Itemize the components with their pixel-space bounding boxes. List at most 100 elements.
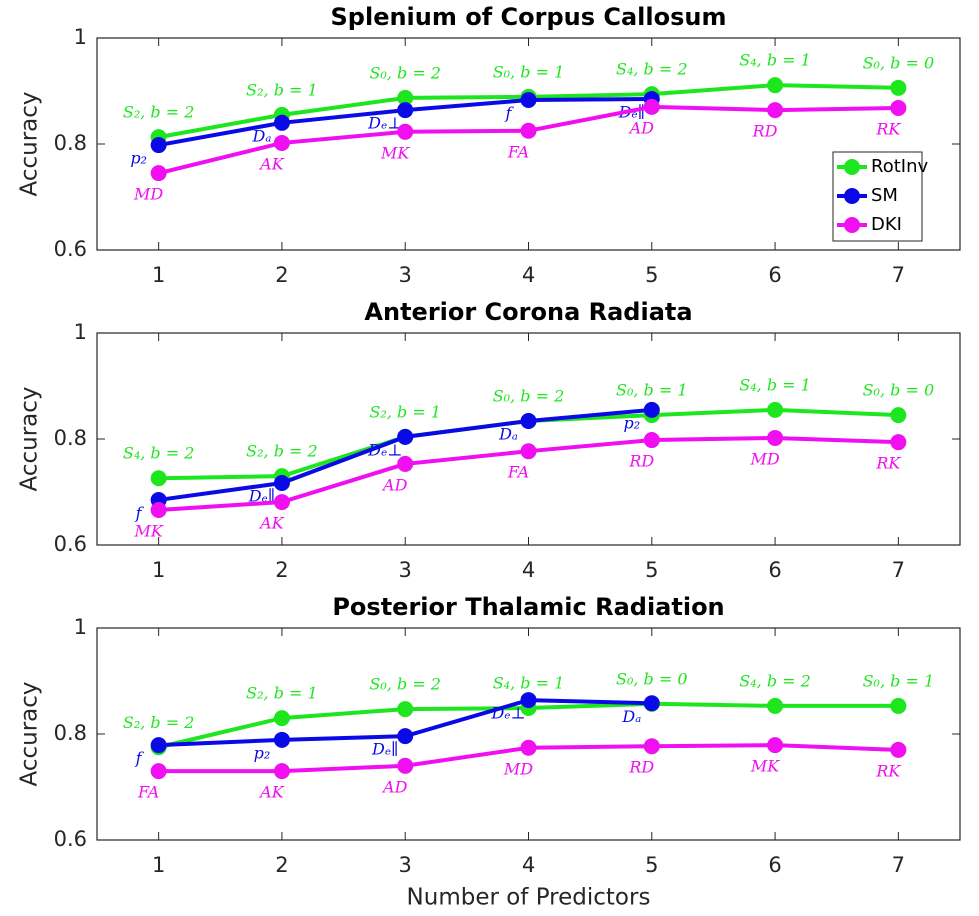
- data-point: [767, 102, 784, 119]
- point-label: S₂, b = 2: [123, 103, 195, 122]
- point-label: f: [505, 104, 515, 123]
- point-label: AD: [628, 118, 655, 137]
- axes-box: [96, 627, 961, 841]
- y-tick-label: 0.8: [54, 131, 87, 155]
- data-point: [273, 731, 290, 748]
- point-label: MK: [750, 757, 780, 776]
- legend-marker: [844, 217, 860, 233]
- point-label: FA: [507, 142, 529, 161]
- point-label: p₂: [623, 413, 640, 432]
- y-tick-label: 1: [74, 320, 87, 344]
- y-tick-label: 1: [74, 615, 87, 639]
- point-label: S₀, b = 0: [863, 53, 935, 72]
- data-point: [397, 123, 414, 140]
- data-point: [273, 710, 290, 727]
- point-label: Dₐ: [252, 126, 272, 145]
- point-label: RK: [875, 454, 901, 473]
- data-point: [890, 741, 907, 758]
- x-tick-label: 2: [275, 853, 288, 877]
- x-tick-label: 6: [768, 263, 781, 287]
- x-tick-label: 7: [892, 853, 905, 877]
- point-label: p₂: [254, 743, 271, 762]
- data-point: [890, 79, 907, 96]
- data-point: [520, 692, 537, 709]
- y-tick-label: 0.8: [54, 721, 87, 745]
- x-tick-label: 1: [152, 558, 165, 582]
- x-tick-label: 1: [152, 263, 165, 287]
- data-point: [273, 494, 290, 511]
- y-axis-label: Accuracy: [17, 91, 43, 196]
- point-label: S₄, b = 2: [739, 671, 811, 690]
- point-label: S₀, b = 2: [493, 386, 565, 405]
- data-point: [520, 92, 537, 109]
- data-point: [643, 695, 660, 712]
- point-label: RK: [875, 761, 901, 780]
- data-point: [890, 407, 907, 424]
- x-tick-label: 5: [645, 853, 658, 877]
- point-label: MD: [133, 185, 163, 204]
- x-tick-label: 4: [522, 558, 535, 582]
- point-label: S₄, b = 1: [493, 674, 565, 693]
- point-label: Dₐ: [498, 424, 518, 443]
- data-point: [767, 429, 784, 446]
- data-point: [397, 428, 414, 445]
- y-tick-label: 0.8: [54, 426, 87, 450]
- y-tick-label: 0.6: [54, 532, 87, 556]
- chart-title: Posterior Thalamic Radiation: [332, 593, 724, 621]
- x-tick-label: 2: [275, 263, 288, 287]
- axes-box: [96, 37, 961, 251]
- data-point: [273, 763, 290, 780]
- point-label: AK: [258, 154, 285, 173]
- x-axis-label: Number of Predictors: [407, 885, 651, 911]
- point-label: Dₑ⊥: [367, 440, 402, 459]
- point-label: f: [135, 503, 145, 522]
- data-point: [273, 134, 290, 151]
- data-point: [150, 737, 167, 754]
- x-tick-label: 4: [522, 853, 535, 877]
- data-point: [890, 434, 907, 451]
- legend-label: SM: [871, 185, 898, 206]
- data-point: [520, 122, 537, 139]
- x-tick-label: 5: [645, 558, 658, 582]
- point-label: Dₐ: [621, 707, 641, 726]
- point-label: AK: [258, 783, 285, 802]
- point-label: S₀, b = 1: [863, 671, 935, 690]
- data-point: [397, 455, 414, 472]
- point-label: S₄, b = 2: [616, 60, 688, 79]
- data-point: [150, 137, 167, 154]
- point-label: MD: [503, 759, 533, 778]
- y-axis-label: Accuracy: [17, 681, 43, 786]
- point-label: S₀, b = 2: [369, 63, 441, 82]
- point-label: p₂: [130, 149, 147, 168]
- legend-label: DKI: [871, 214, 902, 235]
- data-point: [643, 98, 660, 115]
- point-label: S₂, b = 1: [369, 402, 441, 421]
- point-label: S₄, b = 2: [123, 444, 195, 463]
- data-point: [767, 697, 784, 714]
- x-tick-label: 7: [892, 558, 905, 582]
- point-label: S₂, b = 2: [246, 442, 318, 461]
- point-label: FA: [507, 463, 529, 482]
- x-tick-label: 4: [522, 263, 535, 287]
- point-label: S₀, b = 0: [863, 381, 935, 400]
- y-axis-label: Accuracy: [17, 386, 43, 491]
- legend-marker: [844, 159, 860, 175]
- point-label: FA: [137, 783, 159, 802]
- data-point: [397, 102, 414, 119]
- point-label: MK: [380, 143, 410, 162]
- point-label: S₂, b = 1: [246, 80, 318, 99]
- data-point: [890, 697, 907, 714]
- x-tick-label: 1: [152, 853, 165, 877]
- data-point: [767, 77, 784, 94]
- chart-title: Splenium of Corpus Callosum: [331, 3, 727, 31]
- point-label: MK: [133, 522, 163, 541]
- data-point: [767, 737, 784, 754]
- x-tick-label: 6: [768, 558, 781, 582]
- data-point: [273, 114, 290, 131]
- point-label: RD: [628, 758, 654, 777]
- point-label: S₄, b = 1: [739, 375, 811, 394]
- point-label: S₄, b = 1: [739, 51, 811, 70]
- legend-marker: [844, 188, 860, 204]
- data-point: [643, 432, 660, 449]
